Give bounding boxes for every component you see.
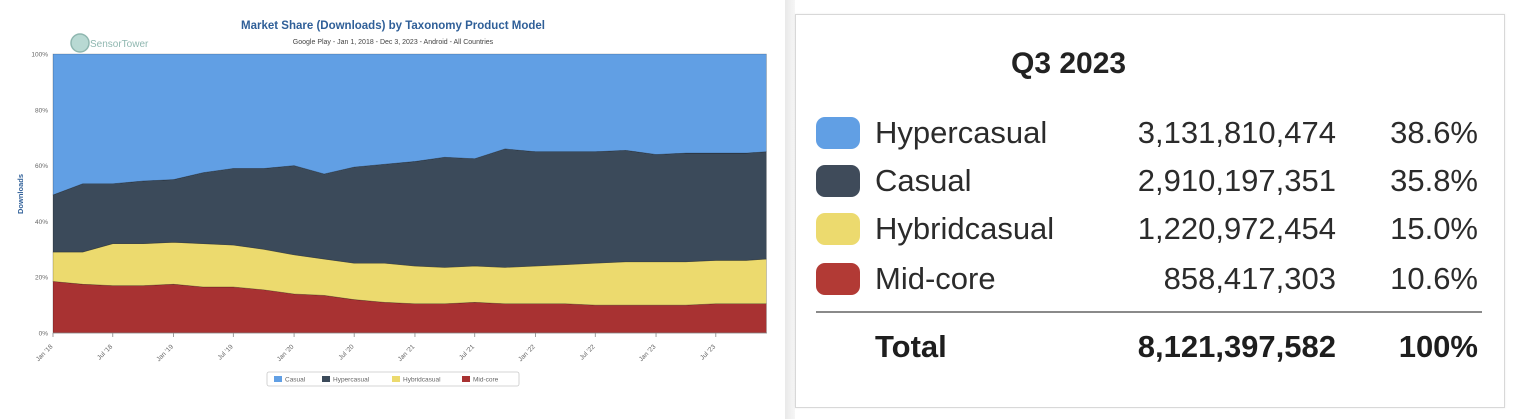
chart-legend: Casual Hypercasual Hybridcasual Mid-core bbox=[266, 371, 520, 387]
area-hypercasual bbox=[52, 148, 767, 268]
x-tick-label: Jan '23 bbox=[638, 343, 658, 363]
sensortower-logo-text: SensorTower bbox=[90, 39, 149, 50]
x-tick-label: Jan '20 bbox=[276, 343, 296, 363]
summary-row-hypercasual: Hypercasual 3,131,810,474 38.6% bbox=[796, 113, 1504, 163]
legend-swatch-mid-core bbox=[462, 376, 470, 382]
row-downloads: 858,417,303 bbox=[1163, 261, 1336, 296]
y-tick-label: 100% bbox=[31, 52, 48, 59]
y-axis: 0% 20% 40% 60% 80% 100% bbox=[31, 52, 48, 338]
summary-row-total: Total 8,121,397,582 100% bbox=[796, 327, 1504, 377]
total-divider bbox=[816, 311, 1482, 313]
x-axis: Jan '18 Jul '18 Jan '19 Jul '19 Jan '20 Jul '… bbox=[35, 332, 767, 363]
legend-label-hypercasual: Hypercasual bbox=[333, 377, 370, 384]
legend-swatch bbox=[816, 263, 860, 295]
total-share: 100% bbox=[1398, 329, 1478, 364]
total-downloads: 8,121,397,582 bbox=[1137, 329, 1336, 364]
summary-title: Q3 2023 bbox=[1011, 47, 1127, 80]
row-label: Hypercasual bbox=[875, 115, 1048, 150]
legend-swatch-hybridcasual bbox=[392, 376, 400, 382]
y-tick-label: 40% bbox=[35, 219, 48, 226]
row-downloads: 3,131,810,474 bbox=[1137, 115, 1336, 150]
x-tick-label: Jul '19 bbox=[217, 343, 235, 361]
legend-swatch-casual bbox=[274, 376, 282, 382]
row-share: 35.8% bbox=[1390, 163, 1478, 198]
x-tick-label: Jan '18 bbox=[35, 343, 55, 363]
row-share: 10.6% bbox=[1390, 261, 1478, 296]
row-share: 15.0% bbox=[1390, 211, 1478, 246]
row-label: Hybridcasual bbox=[875, 211, 1055, 246]
y-axis-title: Downloads bbox=[16, 174, 25, 214]
summary-row-hybridcasual: Hybridcasual 1,220,972,454 15.0% bbox=[796, 209, 1504, 259]
panel-divider bbox=[785, 0, 795, 419]
x-tick-label: Jul '20 bbox=[338, 343, 356, 361]
x-tick-label: Jan '19 bbox=[155, 343, 175, 363]
x-tick-label: Jul '22 bbox=[579, 343, 597, 361]
legend-swatch bbox=[816, 117, 860, 149]
legend-label-casual: Casual bbox=[285, 377, 306, 384]
row-label: Casual bbox=[875, 163, 972, 198]
q3-summary-table: Q3 2023 Hypercasual 3,131,810,474 38.6% … bbox=[795, 14, 1505, 408]
sensortower-logo-icon bbox=[70, 33, 90, 53]
plot-area bbox=[52, 53, 767, 334]
total-label: Total bbox=[875, 329, 947, 364]
row-downloads: 2,910,197,351 bbox=[1137, 163, 1336, 198]
y-tick-label: 0% bbox=[39, 331, 49, 338]
legend-swatch-hypercasual bbox=[322, 376, 330, 382]
market-share-chart: SensorTower Market Share (Downloads) by … bbox=[16, 20, 767, 387]
y-tick-label: 20% bbox=[35, 275, 48, 282]
x-tick-label: Jan '21 bbox=[397, 343, 417, 363]
legend-label-hybridcasual: Hybridcasual bbox=[403, 377, 441, 384]
summary-row-mid-core: Mid-core 858,417,303 10.6% bbox=[796, 259, 1504, 309]
chart-canvas: SensorTower Market Share (Downloads) by … bbox=[16, 20, 767, 387]
y-tick-label: 80% bbox=[35, 107, 48, 114]
x-tick-label: Jan '22 bbox=[517, 343, 537, 363]
area-casual bbox=[52, 53, 767, 196]
row-downloads: 1,220,972,454 bbox=[1137, 211, 1336, 246]
sensortower-logo: SensorTower bbox=[70, 33, 149, 53]
legend-swatch bbox=[816, 213, 860, 245]
x-tick-label: Jul '23 bbox=[699, 343, 717, 361]
summary-row-casual: Casual 2,910,197,351 35.8% bbox=[796, 161, 1504, 211]
row-share: 38.6% bbox=[1390, 115, 1478, 150]
x-tick-label: Jul '18 bbox=[96, 343, 114, 361]
chart-title: Market Share (Downloads) by Taxonomy Pro… bbox=[241, 20, 545, 32]
legend-swatch bbox=[816, 165, 860, 197]
x-tick-label: Jul '21 bbox=[458, 343, 476, 361]
row-label: Mid-core bbox=[875, 261, 996, 296]
area-hybridcasual bbox=[52, 242, 767, 306]
chart-subtitle: Google Play - Jan 1, 2018 - Dec 3, 2023 … bbox=[293, 39, 494, 46]
y-tick-label: 60% bbox=[35, 163, 48, 170]
legend-label-mid-core: Mid-core bbox=[473, 377, 499, 384]
